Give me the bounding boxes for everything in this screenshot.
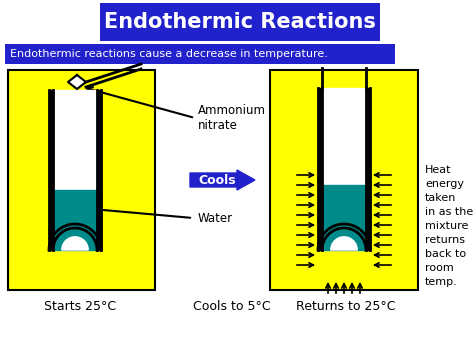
FancyBboxPatch shape	[270, 70, 418, 290]
Polygon shape	[53, 228, 97, 250]
Text: Water: Water	[198, 212, 233, 224]
Polygon shape	[322, 228, 366, 250]
Polygon shape	[318, 224, 370, 250]
Text: Cools to 5°C: Cools to 5°C	[193, 300, 271, 313]
FancyBboxPatch shape	[8, 70, 155, 290]
Polygon shape	[68, 75, 86, 89]
Polygon shape	[318, 88, 322, 250]
Text: Ammonium
nitrate: Ammonium nitrate	[198, 104, 266, 132]
Text: Starts 25°C: Starts 25°C	[44, 300, 116, 313]
Polygon shape	[53, 228, 97, 250]
FancyBboxPatch shape	[5, 44, 395, 64]
Text: Endothermic Reactions: Endothermic Reactions	[104, 12, 376, 32]
FancyBboxPatch shape	[100, 3, 380, 41]
Polygon shape	[322, 185, 366, 250]
Polygon shape	[322, 88, 366, 250]
Polygon shape	[62, 237, 88, 250]
Polygon shape	[53, 90, 97, 250]
Text: Endothermic reactions cause a decrease in temperature.: Endothermic reactions cause a decrease i…	[10, 49, 328, 59]
Polygon shape	[53, 228, 97, 250]
Text: Cools: Cools	[199, 174, 237, 186]
Text: Heat
energy
taken
in as the
mixture
returns
back to
room
temp.: Heat energy taken in as the mixture retu…	[425, 165, 473, 287]
Polygon shape	[49, 90, 53, 250]
Polygon shape	[322, 228, 366, 250]
Polygon shape	[97, 90, 101, 250]
FancyArrow shape	[190, 170, 255, 190]
Polygon shape	[49, 224, 101, 250]
Polygon shape	[366, 88, 370, 250]
Text: Returns to 25°C: Returns to 25°C	[296, 300, 396, 313]
Polygon shape	[53, 190, 97, 250]
Polygon shape	[331, 237, 357, 250]
